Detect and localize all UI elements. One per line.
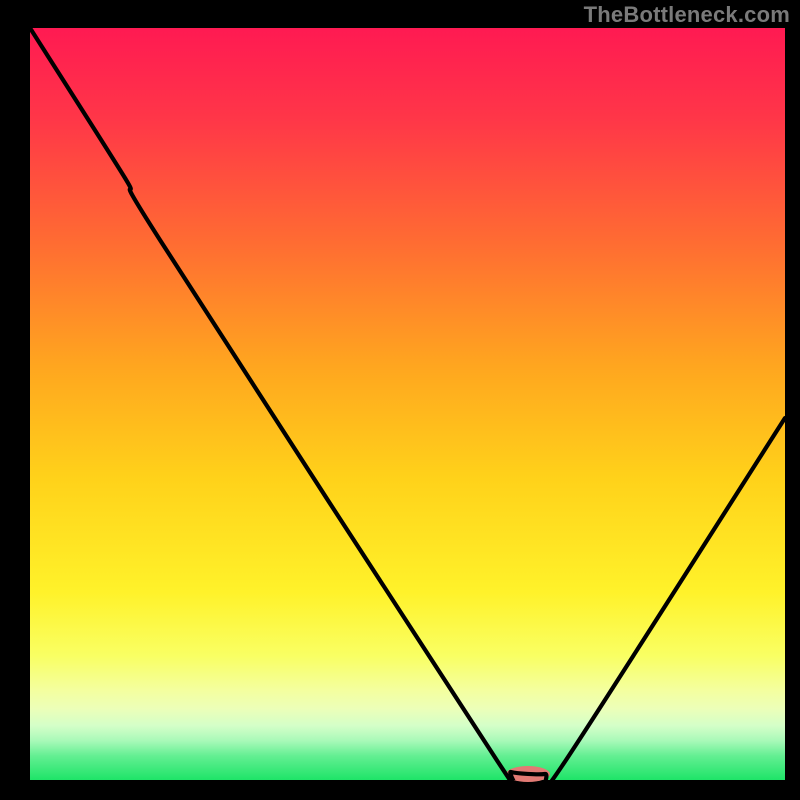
chart-container: TheBottleneck.com [0, 0, 800, 800]
bottleneck-chart [0, 0, 800, 800]
watermark-text: TheBottleneck.com [584, 2, 790, 28]
plot-area [30, 28, 785, 780]
